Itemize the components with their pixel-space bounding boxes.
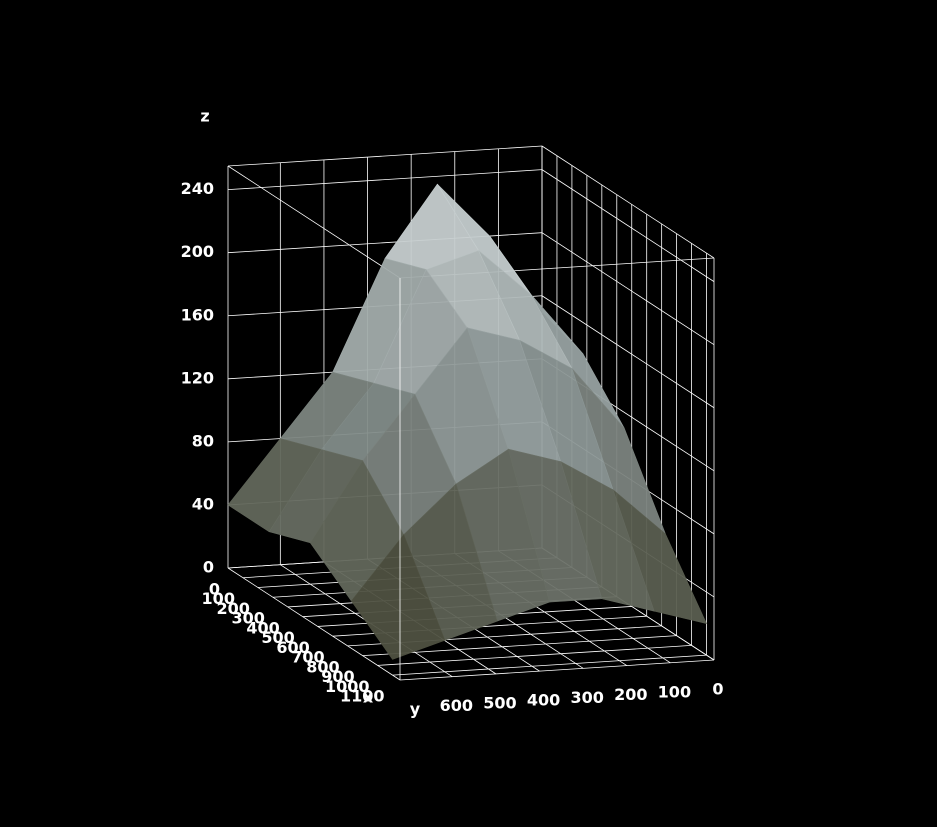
z-tick-label: 80 [192,431,214,450]
x-tick-label: 500 [261,628,294,647]
grid-line [541,295,715,409]
y-tick-label: 500 [483,693,516,712]
grid-line [541,232,715,346]
box-edge [227,165,401,279]
x-tick-label: 900 [321,667,354,686]
y-tick-label: 200 [614,685,647,704]
x-axis-label: x [363,688,374,707]
y-tick-label: 400 [527,691,560,710]
z-tick-label: 120 [181,368,214,387]
x-tick-label: 1000 [325,677,370,696]
x-tick-label: 1100 [340,687,385,706]
z-axis-label: z [200,107,209,126]
grid-line [541,169,715,282]
y-tick-label: 300 [570,688,603,707]
x-tick-label: 300 [231,609,264,628]
x-tick-label: 200 [217,599,250,618]
box-edge [541,145,715,259]
y-tick-label: 600 [440,696,473,715]
x-tick-label: 0 [209,580,220,599]
x-tick-label: 100 [202,589,235,608]
x-tick-label: 400 [246,618,279,637]
surface-patch [351,534,446,660]
x-tick-label: 700 [291,648,324,667]
z-tick-label: 240 [181,179,214,198]
y-axis-label: y [410,700,421,719]
z-tick-label: 0 [203,558,214,577]
z-tick-label: 160 [181,305,214,324]
grid-line [392,654,707,676]
x-tick-label: 600 [276,638,309,657]
y-tick-label: 100 [658,682,691,701]
y-tick-label: 0 [712,680,723,699]
z-tick-label: 200 [181,242,214,261]
box-edge [399,659,715,681]
x-tick-label: 800 [306,657,339,676]
grid-line [362,635,677,657]
grid-line [377,644,692,666]
box-edge [227,145,543,167]
box-edge [227,567,401,681]
z-tick-label: 40 [192,494,214,513]
